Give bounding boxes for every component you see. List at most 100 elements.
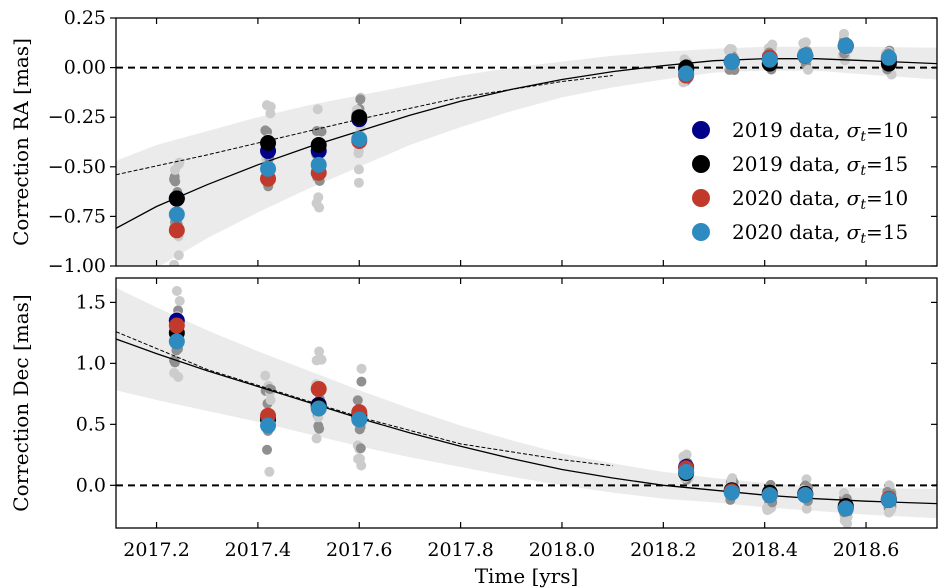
chain-sample: [170, 176, 181, 187]
axes-frame: [115, 17, 938, 267]
data-point: [761, 51, 778, 68]
chain-sample: [174, 157, 185, 168]
chain-sample: [353, 148, 364, 159]
chain-sample: [803, 64, 814, 75]
legend-marker: [692, 121, 710, 139]
chain-sample: [261, 100, 272, 111]
chain-sample: [260, 370, 271, 381]
chain-sample: [353, 453, 364, 464]
data-point: [310, 156, 327, 173]
data-point: [310, 136, 327, 153]
x-tick-label: 2018.6: [833, 539, 899, 561]
y-tick-label: 0.5: [76, 413, 106, 435]
data-point: [260, 134, 277, 151]
chain-sample: [314, 423, 325, 434]
data-point: [880, 491, 897, 508]
data-point: [260, 160, 277, 177]
x-tick-labels: 2017.2 2017.4 2017.6 2017.8 2018.0 2018.2 2018…: [123, 539, 899, 561]
data-point: [678, 65, 695, 82]
chain-sample: [356, 363, 367, 374]
data-point: [723, 484, 740, 501]
plot-area: [116, 285, 937, 528]
x-tick-label: 2017.6: [326, 539, 392, 561]
chain-sample: [355, 443, 366, 454]
chain-sample: [265, 395, 276, 406]
data-point: [761, 487, 778, 504]
chain-sample: [262, 444, 273, 455]
chain-sample: [801, 503, 812, 514]
legend-label: 2019 data, σt=10: [732, 118, 908, 145]
data-point: [678, 463, 695, 480]
legend-marker: [692, 189, 710, 207]
data-point: [797, 487, 814, 504]
legend-label: 2020 data, σt=15: [732, 220, 908, 247]
chain-sample: [356, 376, 367, 387]
data-point: [260, 417, 277, 434]
chain-sample: [353, 177, 364, 188]
chain-sample: [352, 395, 363, 406]
y-tick-label: 1.0: [76, 352, 106, 374]
chain-sample: [169, 259, 180, 266]
data-point: [837, 37, 854, 54]
data-point: [310, 400, 327, 417]
legend-marker: [692, 223, 710, 241]
dec-panel: 0.0 0.5 1.0 1.5 Correction Dec [mas]: [9, 277, 938, 529]
chain-sample: [314, 346, 325, 357]
data-point: [837, 500, 854, 517]
chain-sample: [798, 38, 809, 49]
ra-panel: −1.00 −0.75 −0.50 −0.25 0.00 0.25 Correction R…: [9, 7, 938, 277]
data-point: [168, 317, 185, 334]
data-point: [168, 190, 185, 207]
data-point: [168, 206, 185, 223]
chain-sample: [171, 285, 182, 296]
chain-sample: [260, 125, 271, 136]
chain-sample: [723, 45, 734, 56]
legend: 2019 data, σt=10 2019 data, σt=15 2020 dat…: [692, 118, 908, 247]
plot-area: [116, 28, 937, 266]
chain-sample: [313, 192, 324, 203]
y-tick-label: −0.75: [48, 205, 106, 227]
chain-sample: [355, 94, 366, 105]
x-tick-label: 2017.8: [427, 539, 493, 561]
x-tick-label: 2018.2: [630, 539, 696, 561]
chain-sample: [173, 250, 184, 261]
chain-sample: [838, 28, 849, 39]
chain-sample: [169, 367, 180, 378]
uncertainty-band: [116, 287, 937, 519]
chain-sample: [681, 449, 692, 460]
chain-sample: [842, 518, 853, 528]
y-tick-label: −0.25: [48, 106, 106, 128]
chain-sample: [316, 354, 327, 365]
x-tick-label: 2018.4: [731, 539, 797, 561]
y-tick-label: 0.00: [64, 57, 106, 79]
y-tick-label: 0.25: [64, 7, 106, 29]
x-tick-label: 2017.2: [123, 539, 189, 561]
y-tick-label: −1.00: [48, 255, 106, 277]
y-axis-label: Correction RA [mas]: [9, 38, 33, 246]
data-point: [797, 47, 814, 64]
legend-marker: [692, 155, 710, 173]
data-point: [168, 333, 185, 350]
data-point: [168, 222, 185, 239]
chain-sample: [265, 108, 276, 119]
x-axis-label: Time [yrs]: [475, 564, 579, 588]
y-axis-label: Correction Dec [mas]: [9, 294, 33, 511]
data-point: [880, 49, 897, 66]
x-tick-label: 2017.4: [225, 539, 291, 561]
data-point: [351, 109, 368, 126]
y-tick-label: −0.50: [48, 156, 106, 178]
x-tick-label: 2018.0: [529, 539, 595, 561]
data-point: [723, 53, 740, 70]
chain-sample: [312, 104, 323, 115]
chain-sample: [311, 433, 322, 444]
chain-sample: [170, 164, 181, 175]
chain-sample: [169, 357, 180, 368]
model-curve: [116, 338, 937, 505]
legend-label: 2020 data, σt=10: [732, 186, 908, 213]
legend-label: 2019 data, σt=15: [732, 152, 908, 179]
data-point: [310, 380, 327, 397]
chain-sample: [174, 296, 185, 307]
data-point: [351, 411, 368, 428]
chain-sample: [316, 126, 327, 137]
